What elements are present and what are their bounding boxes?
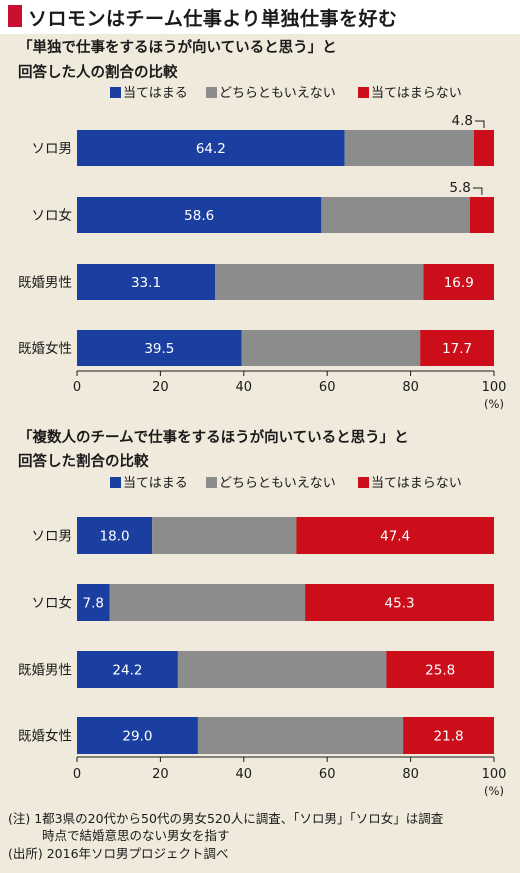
chart-2-legend-swatch-3 (358, 477, 369, 488)
chart-1-bar-segment (473, 130, 494, 166)
chart-1-bar-segment (77, 264, 216, 300)
chart-1-legend-label-2: どちらともいえない (219, 86, 336, 101)
chart-2-data-label: 24.2 (112, 663, 142, 679)
chart-1-x-tick-label: 60 (319, 380, 336, 395)
chart-2-legend-swatch-1 (110, 477, 121, 488)
chart-1-bar-segment (77, 330, 242, 366)
chart-1-data-label: 64.2 (196, 141, 226, 157)
chart-1-data-label: 16.9 (444, 275, 474, 291)
chart-2-x-tick-label: 20 (152, 767, 169, 782)
chart-2-bar-segment (197, 717, 404, 754)
chart-1-data-label: 4.8 (452, 113, 473, 129)
chart-1-category-label: 既婚男性 (18, 275, 72, 291)
chart-1-data-label: 17.7 (442, 341, 472, 357)
chart-2-bar-segment (109, 584, 306, 621)
chart-2-data-label: 18.0 (99, 529, 129, 545)
chart-1-category-label: ソロ男 (32, 141, 73, 157)
chart-2-category-label: 既婚女性 (18, 728, 72, 745)
chart-2-legend-label-1: 当てはまる (123, 476, 188, 491)
chart-1-bar-segment (77, 197, 322, 233)
chart-1-legend-swatch-2 (206, 87, 217, 98)
chart-2-category-label: ソロ男 (32, 529, 73, 545)
chart-2-bar-segment (77, 717, 198, 754)
chart-2-x-tick-label: 0 (73, 767, 81, 782)
chart-1-bar-segment (423, 264, 494, 300)
chart-1-bar-segment (469, 197, 494, 233)
chart-1-x-tick-label: 100 (482, 380, 507, 395)
chart-2-data-label: 25.8 (425, 663, 455, 679)
chart-1-callout-line (472, 187, 483, 195)
chart-2-category-label: ソロ女 (32, 595, 73, 612)
chart-1-x-tick-label: 80 (402, 380, 419, 395)
note-line-1: (注) 1都3県の20代から50代の男女520人に調査、「ソロ男」「ソロ女」は調… (8, 811, 444, 826)
chart-1-legend-label-3: 当てはまらない (371, 86, 462, 101)
chart-2-data-label: 47.4 (380, 529, 410, 545)
chart-1-legend-label-1: 当てはまる (123, 86, 188, 101)
chart-2-x-tick-label: 60 (319, 767, 336, 782)
chart-1-category-label: ソロ女 (32, 207, 73, 224)
chart-1-bar-segment (77, 130, 345, 166)
chart-2-x-tick-label: 100 (482, 767, 507, 782)
chart-2-legend-label-3: 当てはまらない (371, 476, 462, 491)
page-title: ソロモンはチーム仕事より単独仕事を好む (28, 8, 398, 30)
chart-1-data-label: 5.8 (449, 180, 470, 196)
chart-1-bar-segment (241, 330, 421, 366)
chart-2-bar-segment (77, 584, 110, 621)
title-accent-mark (8, 5, 22, 27)
chart-1-data-label: 58.6 (184, 208, 214, 224)
chart-1-title-line-2: 回答した人の割合の比較 (18, 63, 178, 81)
chart-1-title-line-1: 「単独で仕事をするほうが向いていると思う」と (18, 38, 337, 56)
source-line: (出所) 2016年ソロ男プロジェクト調べ (8, 846, 229, 861)
chart-1-bar-segment (321, 197, 470, 233)
note-line-2: 時点で結婚意思のない男女を指す (42, 828, 230, 843)
chart-1-bar-segment (420, 330, 494, 366)
chart-2-legend-swatch-2 (206, 477, 217, 488)
title-bar: ソロモンはチーム仕事より単独仕事を好む (0, 0, 520, 34)
chart-1-legend-swatch-3 (358, 87, 369, 98)
chart-2-data-label: 21.8 (434, 729, 464, 745)
chart-1-x-tick-label: 40 (236, 380, 253, 395)
chart-2-bar-segment (152, 517, 297, 554)
chart-2-bar-segment (77, 651, 178, 688)
chart-2-title-line-2: 回答した割合の比較 (18, 452, 149, 470)
chart-2-bar-segment (77, 517, 153, 554)
chart-1-data-label: 33.1 (131, 275, 161, 291)
chart-2-data-label: 45.3 (385, 596, 415, 612)
chart-1-x-tick-label: 20 (152, 380, 169, 395)
chart-2-x-tick-label: 40 (236, 767, 253, 782)
chart-1-unit-label: (%) (484, 397, 504, 411)
chart-2-legend-label-2: どちらともいえない (219, 476, 336, 491)
chart-2-data-label: 29.0 (122, 729, 152, 745)
chart-1-data-label: 39.5 (144, 341, 174, 357)
chart-2-bar-segment (296, 517, 494, 554)
chart-2-title-line-1: 「複数人のチームで仕事をするほうが向いていると思う」と (18, 428, 409, 446)
chart-2-category-label: 既婚男性 (18, 663, 72, 679)
chart-2-unit-label: (%) (484, 784, 504, 798)
chart-1-legend-swatch-1 (110, 87, 121, 98)
chart-1-bar-segment (344, 130, 474, 166)
chart-2-bar-segment (403, 717, 494, 754)
chart-1-bar-segment (215, 264, 424, 300)
chart-2-x-tick-label: 80 (402, 767, 419, 782)
chart-2-bar-segment (386, 651, 494, 688)
chart-2-bar-segment (177, 651, 387, 688)
chart-2-bar-segment (305, 584, 494, 621)
chart-2-data-label: 7.8 (83, 596, 104, 612)
chart-1-x-tick-label: 0 (73, 380, 81, 395)
chart-1-category-label: 既婚女性 (18, 340, 72, 357)
chart-1-callout-line (474, 120, 485, 128)
